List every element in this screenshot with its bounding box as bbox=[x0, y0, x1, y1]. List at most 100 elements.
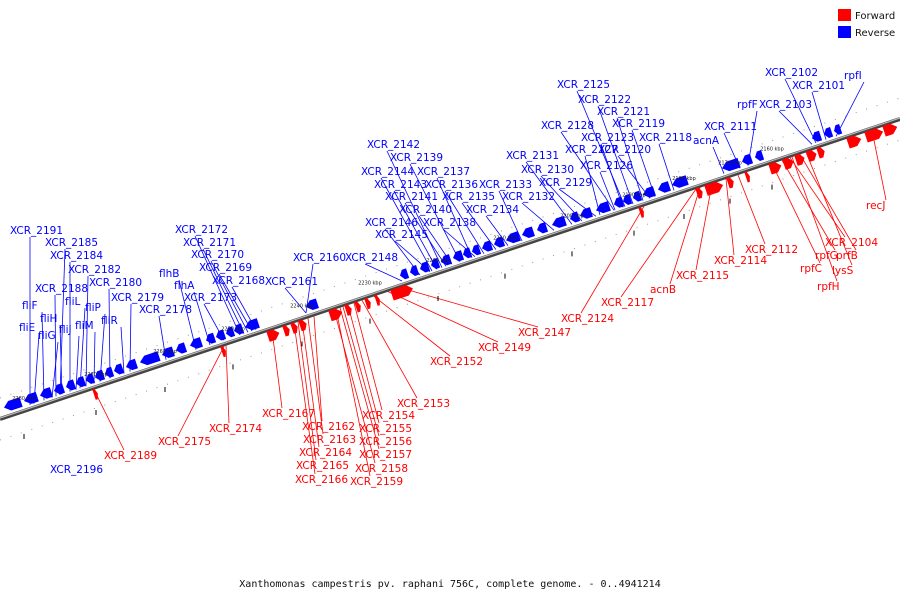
gene-leader-line bbox=[158, 315, 167, 360]
gene-leader-line bbox=[409, 163, 461, 262]
reverse-gene-arrow bbox=[552, 215, 567, 228]
gene-label: fliH bbox=[40, 313, 57, 325]
gene-label: XCR_2121 bbox=[597, 106, 650, 118]
reverse-gene-arrow bbox=[812, 130, 823, 142]
reverse-gene-arrow bbox=[482, 240, 494, 252]
gene-leader-line bbox=[59, 248, 66, 396]
gene-label: XCR_2112 bbox=[745, 244, 798, 256]
gene-leader-line bbox=[297, 321, 317, 461]
gene-leader-line bbox=[599, 171, 616, 211]
reverse-gene-arrow bbox=[580, 207, 593, 219]
gene-leader-line bbox=[193, 291, 211, 346]
gene-leader-line bbox=[41, 311, 45, 401]
forward-gene-arrow bbox=[220, 346, 226, 358]
reverse-gene-arrow bbox=[431, 258, 441, 269]
gene-leader-line bbox=[485, 215, 509, 246]
forward-gene-arrow bbox=[744, 171, 750, 183]
kbp-tick-label: 2240 kbp bbox=[290, 303, 314, 309]
reverse-gene-arrow bbox=[722, 157, 741, 172]
gene-leader-line bbox=[560, 131, 615, 211]
reverse-gene-arrow bbox=[834, 124, 843, 135]
gene-label: XCR_2132 bbox=[502, 191, 555, 203]
gene-label: XCR_2119 bbox=[612, 118, 665, 130]
gene-label: XCR_2144 bbox=[361, 166, 414, 178]
genome-axis-highlight bbox=[0, 117, 900, 419]
gene-leader-line bbox=[540, 175, 583, 222]
gene-label: XCR_2135 bbox=[442, 191, 495, 203]
forward-gene-arrow bbox=[794, 153, 805, 166]
reverse-gene-arrow bbox=[623, 194, 633, 205]
forward-gene-arrow bbox=[290, 322, 298, 334]
gene-label: XCR_2155 bbox=[359, 423, 412, 435]
gene-label: XCR_2179 bbox=[111, 292, 164, 304]
gene-leader-line bbox=[178, 279, 197, 350]
gene-label: fliR bbox=[101, 315, 118, 327]
gene-label: XCR_2185 bbox=[45, 237, 98, 249]
gene-leader-line bbox=[442, 228, 476, 257]
gene-leader-line bbox=[373, 296, 451, 357]
reverse-gene-arrow bbox=[410, 265, 420, 276]
gene-leader-line bbox=[93, 331, 96, 384]
gene-label: XCR_2130 bbox=[521, 164, 574, 176]
gene-label: fliP bbox=[85, 302, 101, 314]
reverse-gene-arrow bbox=[86, 373, 96, 384]
gene-leader-line bbox=[293, 322, 316, 475]
gene-label: XCR_2136 bbox=[425, 179, 478, 191]
reverse-gene-arrow bbox=[24, 391, 39, 404]
gene-label: XCR_2128 bbox=[541, 120, 594, 132]
gene-leader-line bbox=[393, 190, 438, 270]
gene-label: XCR_2174 bbox=[209, 423, 262, 435]
gene-label: XCR_2139 bbox=[390, 152, 443, 164]
reverse-gene-arrow bbox=[400, 268, 410, 280]
gene-leader-line bbox=[339, 307, 380, 450]
forward-gene-arrow bbox=[846, 135, 862, 149]
gene-label: flhA bbox=[174, 280, 195, 292]
gene-label: fliF bbox=[22, 300, 38, 312]
gene-leader-line bbox=[386, 150, 443, 268]
gene-label: fliM bbox=[75, 320, 94, 332]
gene-label: XCR_2125 bbox=[557, 79, 610, 91]
gene-label: XCR_2142 bbox=[367, 139, 420, 151]
gene-leader-line bbox=[194, 235, 241, 336]
reverse-gene-arrow bbox=[824, 127, 834, 138]
gene-label: XCR_2160 bbox=[293, 252, 346, 264]
gene-label: XCR_2114 bbox=[714, 255, 767, 267]
gene-leader-line bbox=[620, 188, 697, 298]
reverse-gene-arrow bbox=[472, 244, 482, 256]
gene-leader-line bbox=[203, 303, 225, 341]
gene-label: XCR_2129 bbox=[539, 177, 592, 189]
gene-leader-line bbox=[380, 177, 433, 272]
gene-leader-line bbox=[617, 155, 651, 199]
gene-label: XCR_2111 bbox=[704, 121, 757, 133]
gene-leader-line bbox=[333, 309, 376, 464]
gene-label: XCR_2102 bbox=[765, 67, 818, 79]
reverse-gene-arrow bbox=[206, 332, 217, 344]
gene-label: XCR_2127 bbox=[565, 144, 618, 156]
gene-leader-line bbox=[835, 81, 865, 137]
gene-leader-line bbox=[202, 248, 245, 334]
gene-label: XCR_2164 bbox=[299, 447, 352, 459]
gene-label: XCR_2120 bbox=[598, 144, 651, 156]
gene-leader-line bbox=[33, 333, 40, 404]
gene-label: XCR_2117 bbox=[601, 297, 654, 309]
gene-label: recJ bbox=[866, 200, 885, 212]
reverse-gene-arrow bbox=[245, 318, 260, 331]
gene-leader-line bbox=[747, 110, 758, 166]
gene-label: XCR_2172 bbox=[175, 224, 228, 236]
kbp-tick-label: 2180 kbp bbox=[672, 176, 696, 182]
gene-label: XCR_2133 bbox=[479, 179, 532, 191]
kbp-tick-label: 2280 kbp bbox=[12, 396, 36, 402]
gene-label: XCR_2126 bbox=[580, 160, 633, 172]
forward-gene-arrow bbox=[782, 157, 794, 170]
gene-label: rpfC bbox=[800, 263, 822, 275]
gene-leader-line bbox=[271, 330, 283, 409]
gene-label: XCR_2149 bbox=[478, 342, 531, 354]
gene-label: acnB bbox=[650, 284, 676, 296]
gene-label: XCR_2161 bbox=[265, 276, 318, 288]
gene-label: lysS bbox=[832, 265, 854, 277]
kbp-tick-label: 2170 kbp bbox=[718, 161, 742, 167]
forward-gene-arrow bbox=[704, 181, 724, 196]
kbp-tick-label: 2210 kbp bbox=[493, 236, 517, 242]
reverse-gene-arrow bbox=[570, 211, 581, 223]
reverse-gene-arrow bbox=[54, 383, 66, 395]
